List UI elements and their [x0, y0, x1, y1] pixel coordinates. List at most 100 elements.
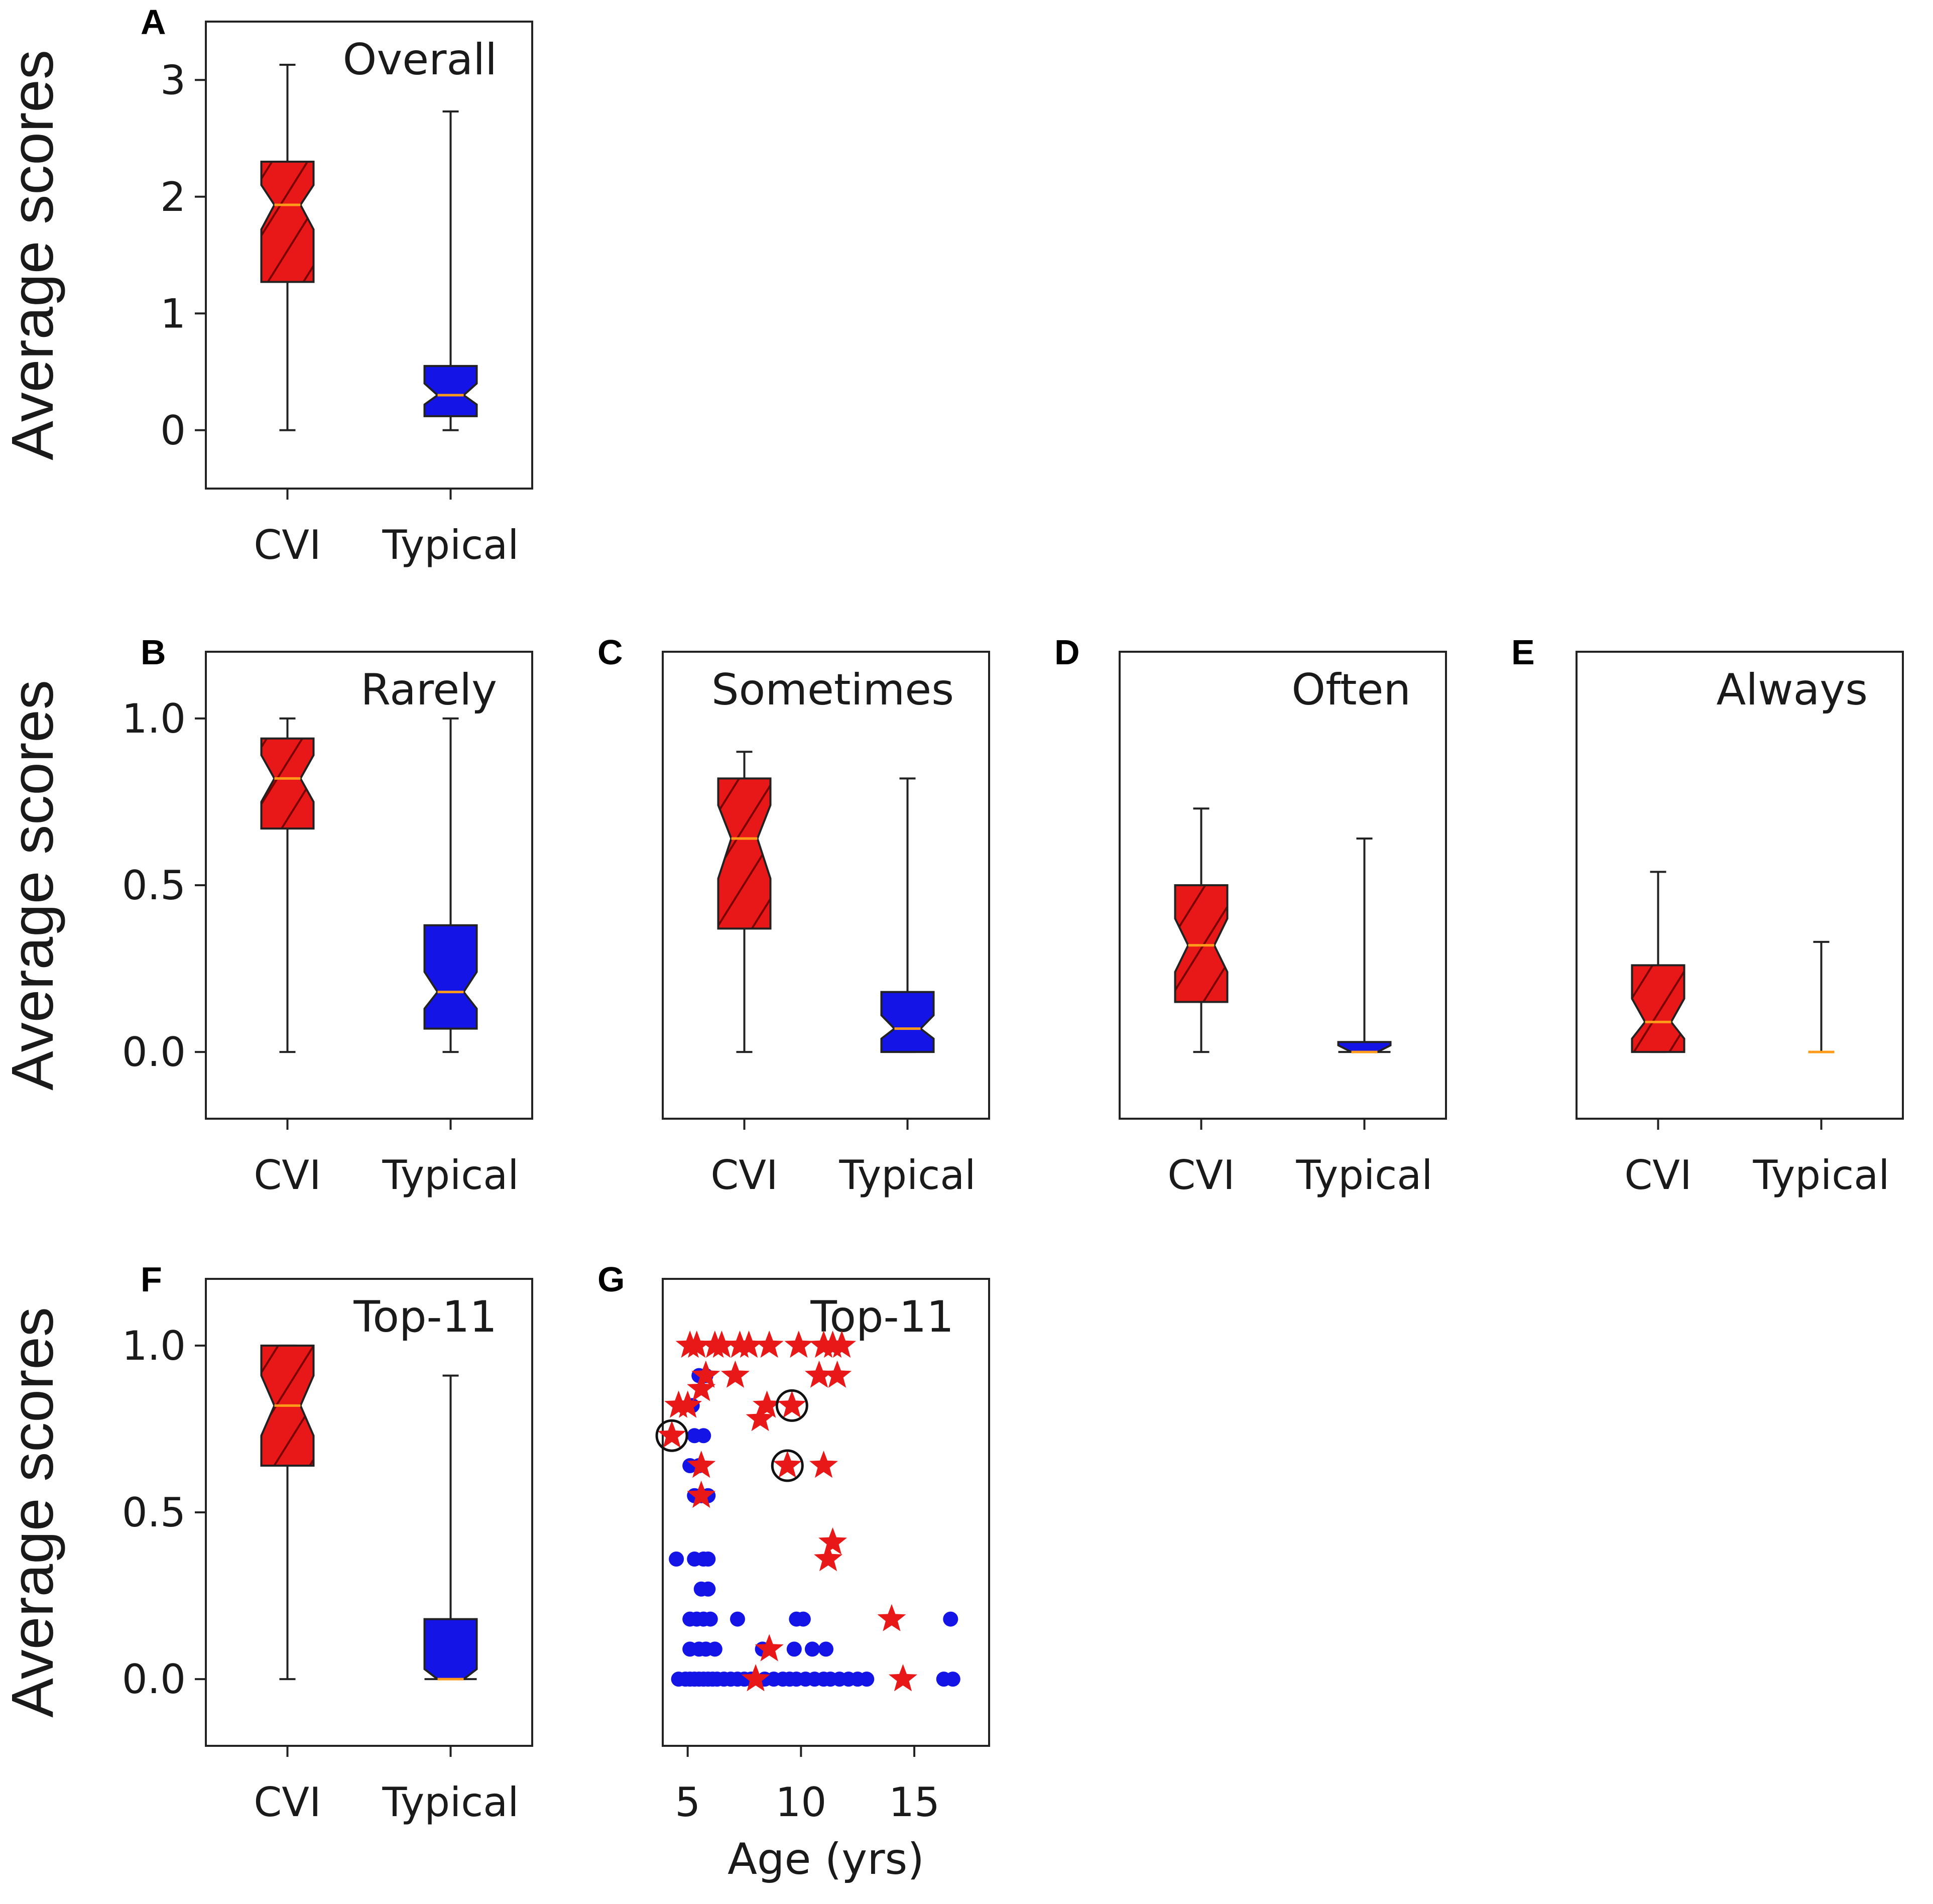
box-body: [880, 991, 935, 1053]
y-tick-label: 0.0: [122, 1029, 186, 1076]
typical-point: [945, 1672, 960, 1687]
box-body: [260, 161, 315, 283]
plot-frame: [1119, 651, 1447, 1120]
cvi-point: [741, 1664, 770, 1692]
cvi-point: [877, 1604, 906, 1631]
y-axis-label: Average scores: [0, 1307, 66, 1718]
highlight-ring: [771, 1449, 804, 1482]
series-cvi: [657, 1330, 917, 1692]
y-tick-label: 1.0: [122, 695, 186, 742]
cvi-point: [673, 1390, 702, 1418]
cvi-point: [707, 1330, 736, 1358]
box-body: [260, 737, 315, 830]
cvi-point: [687, 1451, 716, 1478]
cvi-point: [746, 1404, 775, 1432]
panel-title: Top-11: [810, 1292, 954, 1342]
typical-point: [696, 1428, 711, 1444]
cvi-point: [682, 1330, 711, 1358]
box-body: [1174, 884, 1229, 1003]
y-tick-label: 0: [160, 407, 186, 454]
typical-point: [818, 1641, 833, 1657]
panel-title: Sometimes: [711, 665, 954, 715]
panel-title: Always: [1717, 665, 1868, 715]
cvi-point: [804, 1360, 833, 1388]
y-tick-label: 0.0: [122, 1656, 186, 1703]
plot-frame: [205, 1278, 533, 1747]
cvi-point: [720, 1360, 750, 1388]
x-tick-label: Typical: [1296, 1152, 1433, 1199]
x-tick-label: 10: [775, 1779, 826, 1826]
x-tick-label: CVI: [710, 1152, 778, 1199]
y-axis-label: Average scores: [0, 50, 66, 460]
x-tick-label: CVI: [1167, 1152, 1235, 1199]
y-tick-label: 2: [160, 174, 186, 220]
panel-c: C Sometimes CVI Typical: [597, 633, 990, 1199]
cvi-box: [1174, 807, 1229, 1053]
y-tick-label: 1: [160, 290, 186, 337]
panel-title: Rarely: [360, 665, 497, 715]
x-tick-label: Typical: [382, 522, 519, 568]
typical-point: [702, 1611, 718, 1627]
x-tick-label: Typical: [839, 1152, 976, 1199]
cvi-box: [260, 717, 315, 1053]
cvi-point: [755, 1634, 784, 1661]
panel-letter: F: [141, 1260, 162, 1299]
series-typical: [669, 1368, 960, 1687]
panel-f: F Top-11 0.0 0.5 1.0 Average scores CVI Typical: [0, 1260, 533, 1826]
cvi-box: [1631, 871, 1685, 1053]
box-body: [717, 777, 772, 930]
x-tick-label: 15: [889, 1779, 940, 1826]
panel-b: B Rarely 0.0 0.5 1.0 Average scores CVI Typical: [0, 633, 533, 1199]
panel-letter: B: [141, 633, 166, 672]
cvi-point: [753, 1390, 782, 1418]
cvi-box: [717, 751, 772, 1053]
typical-point: [700, 1581, 716, 1597]
typical-point: [707, 1641, 722, 1657]
cvi-point: [818, 1527, 848, 1555]
panel-g: G Top-11 5 10 15 Age (yrs): [597, 1260, 990, 1884]
cvi-point: [888, 1664, 917, 1692]
x-tick-label: 5: [675, 1779, 700, 1826]
panel-title: Top-11: [353, 1292, 497, 1342]
panel-title: Overall: [343, 35, 497, 85]
cvi-point: [827, 1330, 857, 1358]
x-axis-label: Age (yrs): [728, 1834, 924, 1884]
typical-point: [795, 1611, 811, 1627]
panels: A Overall 0 1 2 3 Average scores CVI Typical B Rar…: [0, 3, 1904, 1884]
box-body: [1631, 964, 1685, 1053]
cvi-point: [755, 1330, 784, 1358]
typical-box: [423, 110, 478, 431]
x-tick-label: CVI: [254, 522, 321, 568]
cvi-point: [784, 1330, 813, 1358]
panel-d: D Often CVI Typical: [1054, 633, 1447, 1199]
panel-a: A Overall 0 1 2 3 Average scores CVI Typical: [0, 3, 533, 568]
typical-point: [730, 1611, 745, 1627]
plot-frame: [662, 1278, 990, 1747]
cvi-point: [691, 1360, 720, 1388]
series-highlighted: [655, 1389, 808, 1482]
y-tick-label: 1.0: [122, 1323, 186, 1369]
typical-point: [700, 1552, 716, 1567]
panel-title: Often: [1291, 665, 1411, 715]
box-body: [1337, 1041, 1392, 1053]
highlight-ring: [655, 1419, 688, 1452]
x-tick-label: Typical: [1753, 1152, 1890, 1199]
cvi-point: [687, 1374, 716, 1401]
plot-frame: [1576, 651, 1904, 1120]
panel-letter: A: [141, 3, 166, 42]
typical-box: [423, 717, 478, 1053]
cvi-box: [260, 64, 315, 431]
typical-box: [1337, 838, 1392, 1053]
x-tick-label: CVI: [254, 1152, 321, 1199]
y-tick-label: 3: [160, 57, 186, 103]
typical-box: [1808, 940, 1835, 1053]
box-body: [423, 924, 478, 1030]
typical-box: [880, 777, 935, 1053]
panel-letter: D: [1054, 633, 1080, 672]
cvi-point: [773, 1451, 802, 1478]
panel-letter: E: [1511, 633, 1535, 672]
highlight-ring: [775, 1389, 808, 1422]
y-tick-label: 0.5: [122, 862, 186, 909]
cvi-point: [777, 1390, 806, 1418]
